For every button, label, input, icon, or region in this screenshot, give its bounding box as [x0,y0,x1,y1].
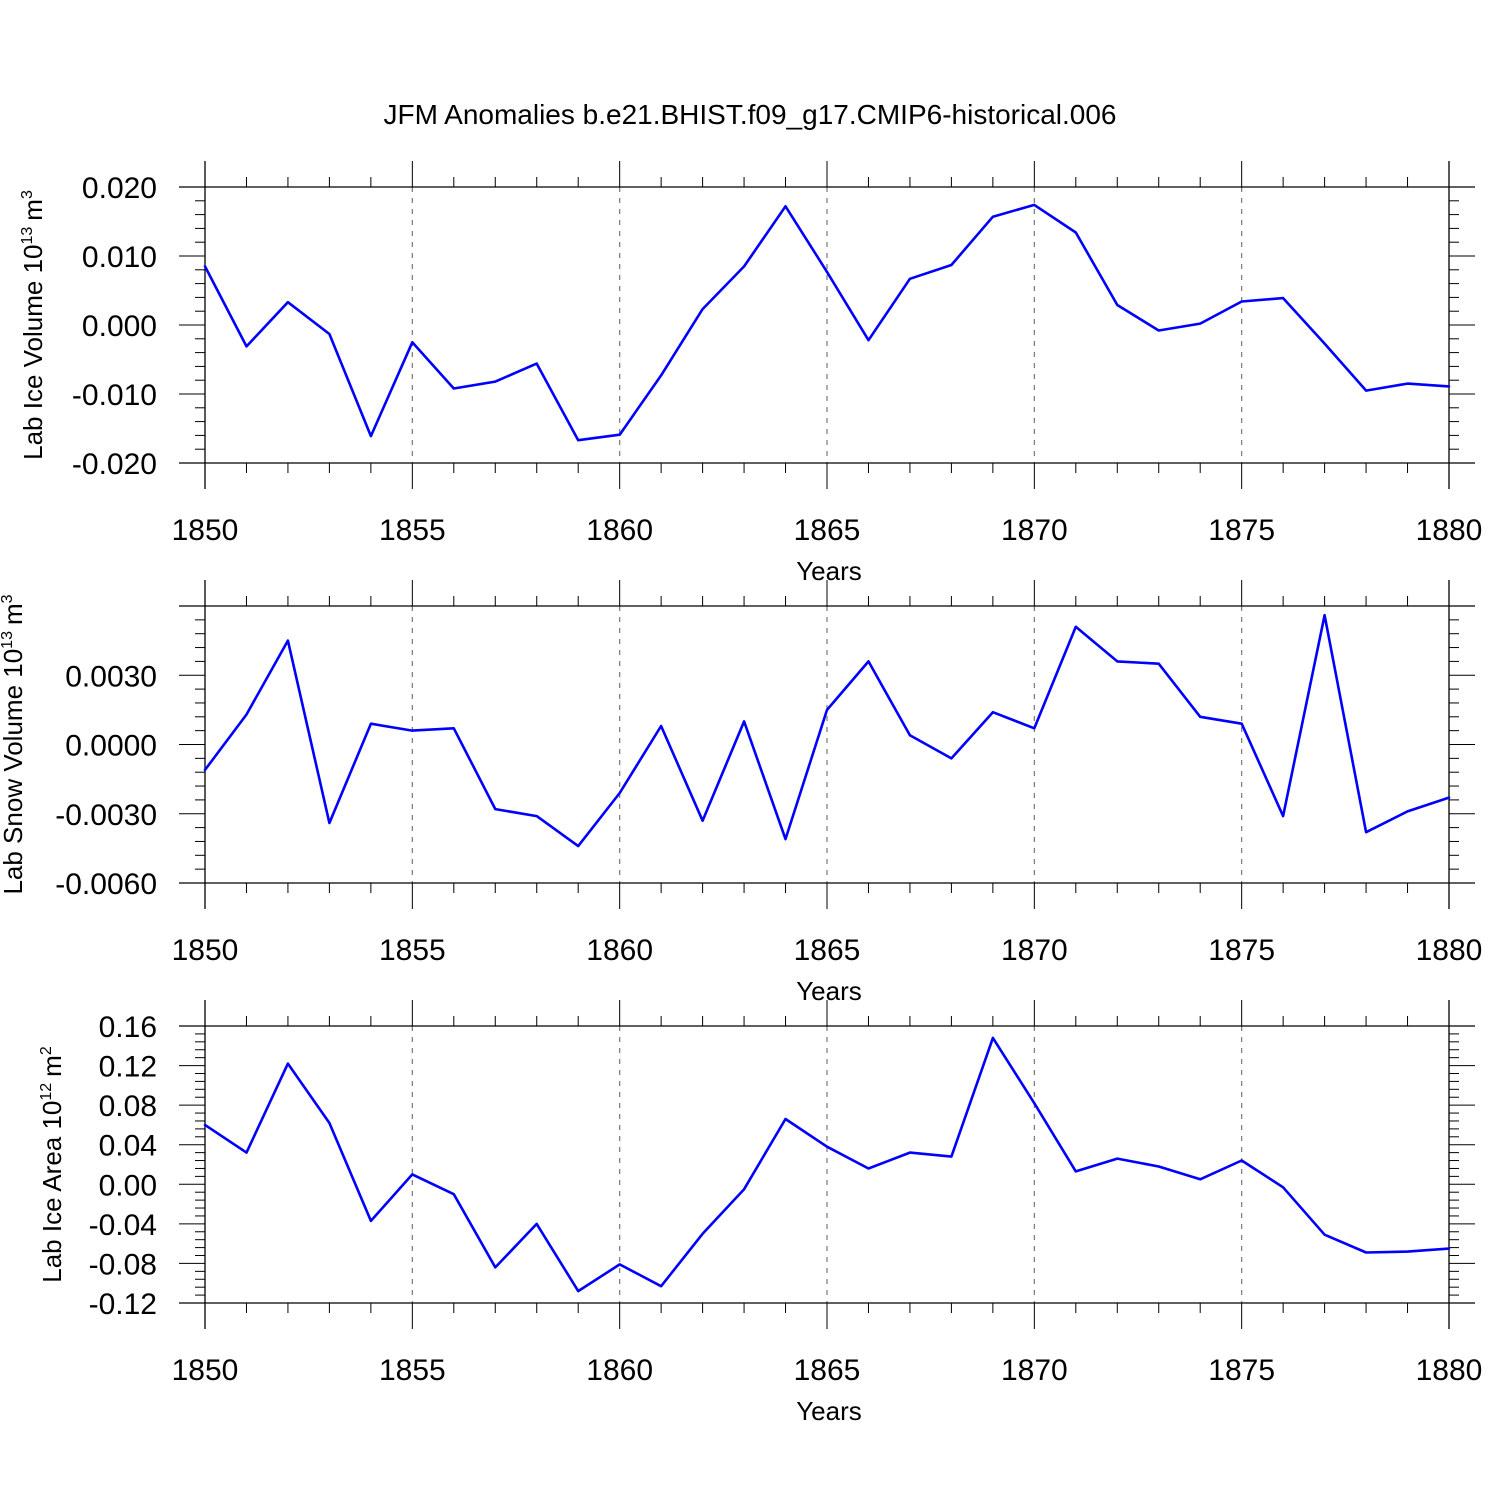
x-tick-label: 1875 [1208,1354,1275,1387]
y-axis-title-ylabel-unit-power: 2 [38,1046,55,1055]
y-axis-title-ylabel-unit-power: 3 [0,594,16,603]
x-tick-label: 1870 [1001,1354,1068,1387]
y-tick-label: 0.010 [82,241,157,274]
y-tick-label: -0.010 [72,379,157,412]
ice-area-panel: 1850 1855 1860 1865 1870 1875 1880 0.16 0.12 0.08… [37,1000,1482,1426]
y-axis-title-ylabel-unit: m [37,1055,67,1077]
x-tick-label: 1865 [794,1354,861,1387]
x-tick-label: 1860 [586,1354,653,1387]
y-tick-label: 0.12 [99,1051,157,1084]
y-tick-label: 0.020 [82,172,157,205]
x-tick-label: 1880 [1416,934,1483,967]
x-tick-label: 1850 [172,1354,239,1387]
y-tick-label: 0.04 [99,1130,157,1163]
x-tick-label: 1880 [1416,1354,1483,1387]
y-axis-title-ylabel-unit: m [18,199,48,221]
y-tick-label: 0.0000 [65,730,157,763]
y-tick-label: -0.04 [89,1209,157,1242]
figure-title: JFM Anomalies b.e21.BHIST.f09_g17.CMIP6-… [383,99,1116,130]
y-axis-title-ylabel-main: Lab Ice Volume 10 [18,244,48,459]
x-tick-label: 1875 [1208,934,1275,967]
y-axis-title: Lab Ice Volume 1013 m3 [18,190,48,460]
x-tick-label: 1850 [172,514,239,547]
x-tick-label: 1860 [586,934,653,967]
y-axis-title-ylabel-main: Lab Snow Volume 10 [0,649,28,895]
ice-volume-panel: 1850 1855 1860 1865 1870 1875 1880 0.020 0.010 0.… [18,161,1482,586]
y-axis-title-ylabel-unit-power: 3 [19,190,36,199]
x-axis-title: Years [796,976,862,1006]
series-line-lab-snow-volume [203,613,1451,848]
x-tick-label: 1855 [379,514,446,547]
y-tick-label: 0.16 [99,1011,157,1044]
y-tick-label: 0.08 [99,1090,157,1123]
y-axis-title-ylabel-exponent: 13 [19,227,36,245]
x-tick-label: 1850 [172,934,239,967]
snow-volume-panel: 1850 1855 1860 1865 1870 1875 1880 0.0030 0.0000… [0,580,1482,1006]
y-axis-title: Lab Ice Area 1012 m2 [37,1046,67,1283]
x-axis-title: Years [796,1396,862,1426]
x-tick-label: 1875 [1208,514,1275,547]
y-tick-label: 0.00 [99,1169,157,1202]
y-axis-title-ylabel-main: Lab Ice Area 10 [37,1101,67,1283]
y-tick-label: -0.0060 [55,868,157,901]
y-axis-title-ylabel-exponent: 12 [38,1083,55,1101]
y-axis-title-ylabel-exponent: 13 [0,631,16,649]
series-line-lab-ice-area [203,1036,1451,1293]
x-axis-title: Years [796,556,862,586]
x-tick-label: 1870 [1001,514,1068,547]
y-tick-label: -0.020 [72,448,157,481]
x-tick-label: 1870 [1001,934,1068,967]
x-tick-label: 1880 [1416,514,1483,547]
series-line-lab-ice-volume [203,203,1451,442]
x-tick-label: 1855 [379,1354,446,1387]
y-axis-title-ylabel-unit: m [0,603,28,625]
y-tick-label: 0.000 [82,310,157,343]
y-tick-label: -0.12 [89,1288,157,1321]
y-tick-label: 0.0030 [65,660,157,693]
x-tick-label: 1865 [794,514,861,547]
y-tick-label: -0.08 [89,1248,157,1281]
x-tick-label: 1860 [586,514,653,547]
y-axis-title: Lab Snow Volume 1013 m3 [0,594,28,894]
x-tick-label: 1855 [379,934,446,967]
x-tick-label: 1865 [794,934,861,967]
y-tick-label: -0.0030 [55,799,157,832]
